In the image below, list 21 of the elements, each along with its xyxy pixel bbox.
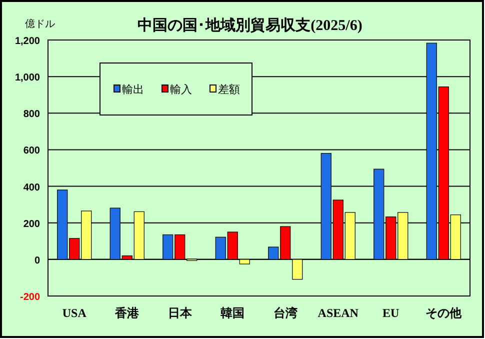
x-tick-label: EU <box>382 306 400 320</box>
y-tick-label: 0 <box>34 255 40 266</box>
legend-label: 差額 <box>218 83 240 96</box>
legend-label: 輸入 <box>170 83 192 96</box>
y-tick-label: 1,200 <box>14 36 40 47</box>
y-axis-title: 億ドル <box>25 18 55 30</box>
y-tick-label: 800 <box>23 109 40 120</box>
x-tick-label: 香港 <box>114 306 140 320</box>
x-tick-label: 台湾 <box>273 306 298 320</box>
x-tick-label: 日本 <box>168 306 193 320</box>
x-tick-label: その他 <box>426 306 463 320</box>
y-tick-label: 1,000 <box>14 72 40 84</box>
y-tick-label: 600 <box>23 146 40 157</box>
y-tick-label: -200 <box>20 292 40 303</box>
x-tick-label: 韓国 <box>220 306 245 320</box>
legend-label: 輸出 <box>122 83 144 96</box>
x-tick-label: USA <box>62 306 87 320</box>
y-tick-label: 200 <box>23 218 40 230</box>
chart-title: 中国の国･地域別貿易収支(2025/6) <box>138 17 362 34</box>
y-tick-label: 400 <box>23 182 40 194</box>
x-tick-label: ASEAN <box>318 306 359 320</box>
